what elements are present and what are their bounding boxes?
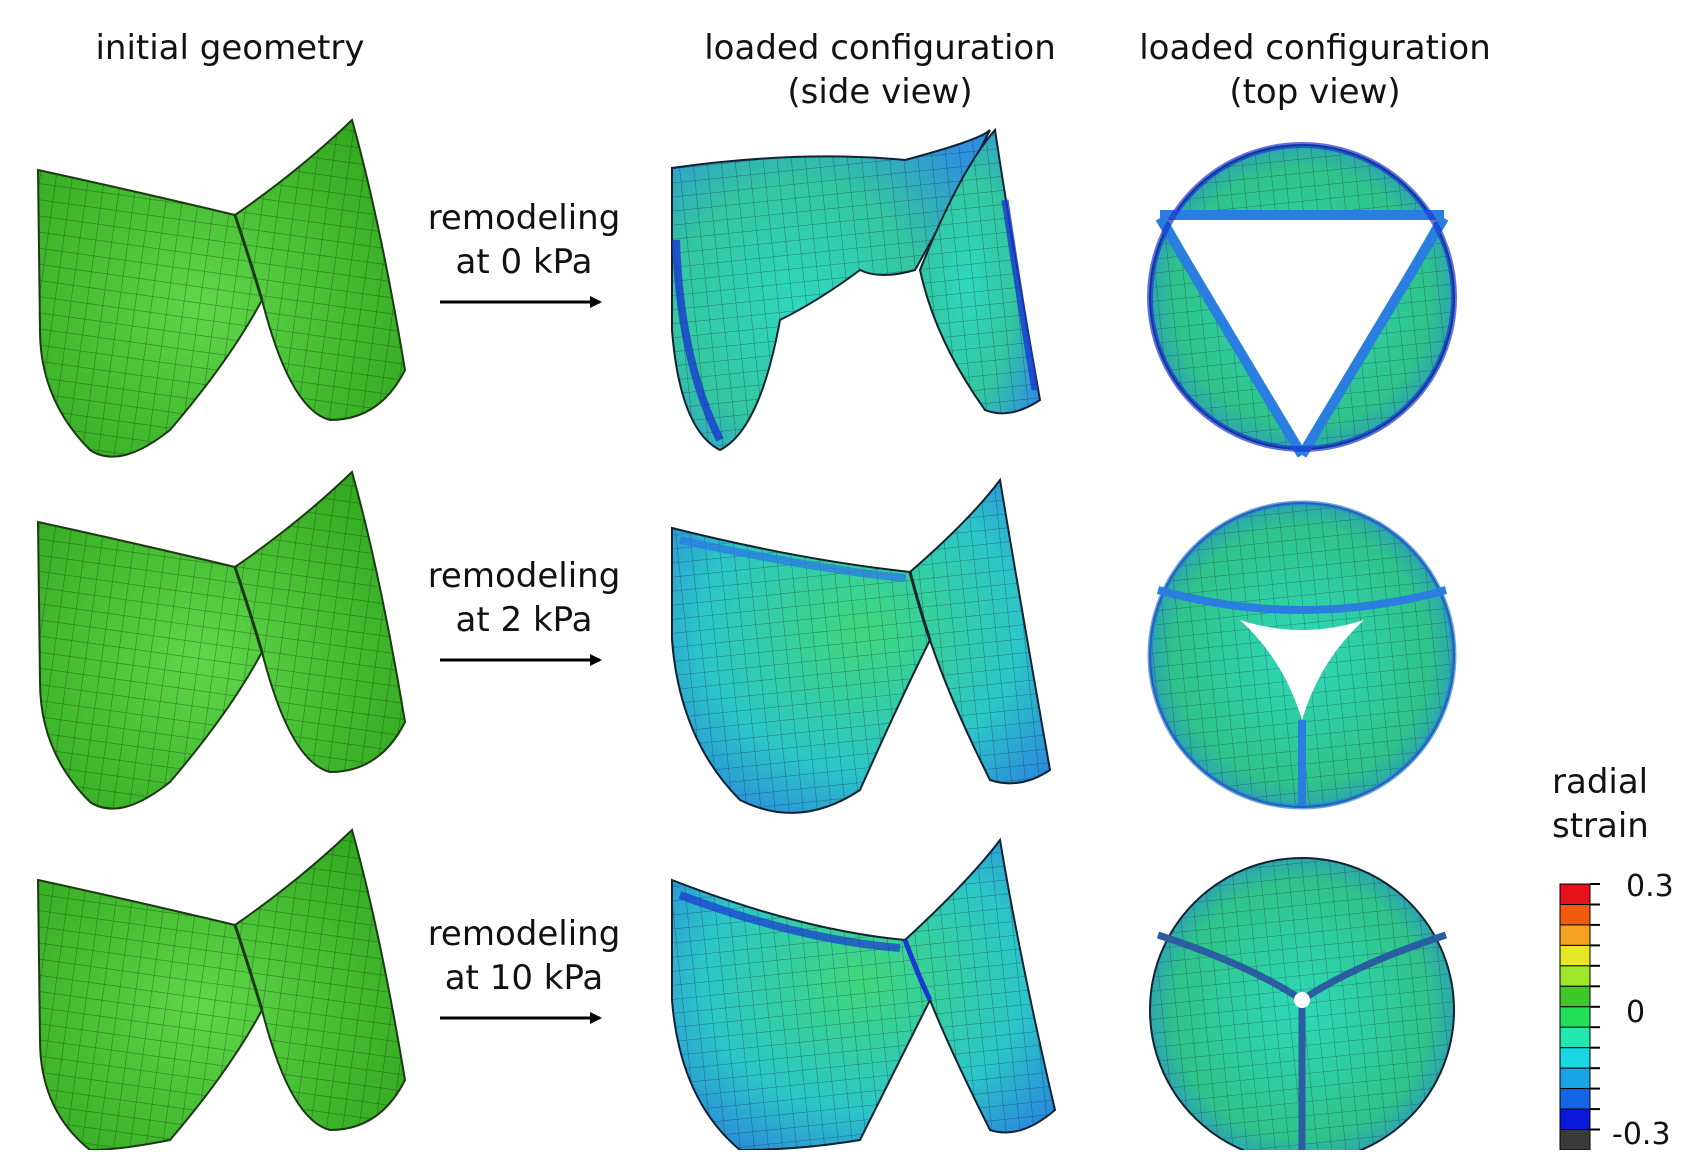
- row1-side-valve: [671, 127, 1042, 452]
- colorbar-segment: [1559, 924, 1591, 946]
- colorbar-segment: [1559, 1108, 1591, 1131]
- colorbar-segment: [1559, 1006, 1591, 1028]
- header-initial-geometry: initial geometry: [60, 26, 400, 70]
- row3-top-valve: [1149, 857, 1455, 1150]
- colorbar-segment: [1559, 883, 1591, 905]
- legend-tick-mid: 0: [1626, 995, 1646, 1030]
- row2-initial-valve: [36, 470, 407, 810]
- row3-label-line1: remodeling: [427, 914, 621, 954]
- header-initial-label: initial geometry: [95, 28, 365, 68]
- header-side-line2: (side view): [787, 72, 973, 112]
- header-top-line2: (top view): [1229, 72, 1401, 112]
- row2-top-valve: [1147, 500, 1457, 810]
- row1-label-line1: remodeling: [427, 198, 621, 238]
- row2-arrow-label: remodeling at 2 kPa: [404, 554, 644, 642]
- row1-label-line2: at 0 kPa: [455, 242, 593, 282]
- header-side-line1: loaded configuration: [704, 28, 1056, 68]
- row2-label-line1: remodeling: [427, 556, 621, 596]
- row2-side-valve: [671, 477, 1052, 814]
- header-top-view: loaded configuration (top view): [1110, 26, 1520, 114]
- row3-side-valve: [671, 837, 1057, 1150]
- row1-initial-valve: [36, 118, 407, 458]
- colorbar-segment: [1559, 1067, 1591, 1090]
- header-side-view: loaded configuration (side view): [650, 26, 1110, 114]
- legend-tick-min: -0.3: [1612, 1117, 1671, 1152]
- row3-arrow-label: remodeling at 10 kPa: [404, 912, 644, 1000]
- legend-title-line1: radial: [1552, 762, 1649, 802]
- colorbar-segment: [1559, 985, 1591, 1008]
- row3-initial-valve: [36, 828, 407, 1150]
- colorbar-segment: [1559, 904, 1591, 926]
- row1-top-valve: [1147, 142, 1457, 458]
- colorbar-segment: [1559, 1129, 1591, 1150]
- legend-title: radial strain: [1552, 760, 1649, 848]
- colorbar-segment: [1559, 1026, 1591, 1049]
- row2-label-line2: at 2 kPa: [455, 600, 593, 640]
- legend-tick-max: 0.3: [1626, 869, 1674, 904]
- colorbar-segment: [1559, 944, 1591, 967]
- header-top-line1: loaded configuration: [1139, 28, 1491, 68]
- colorbar-segment: [1559, 965, 1591, 987]
- colorbar-segment: [1559, 1088, 1591, 1110]
- legend-title-line2: strain: [1552, 806, 1649, 846]
- row1-arrow-label: remodeling at 0 kPa: [404, 196, 644, 284]
- colorbar-segment: [1559, 1047, 1591, 1069]
- row3-label-line2: at 10 kPa: [444, 958, 604, 998]
- strain-colorbar: [1559, 883, 1600, 1150]
